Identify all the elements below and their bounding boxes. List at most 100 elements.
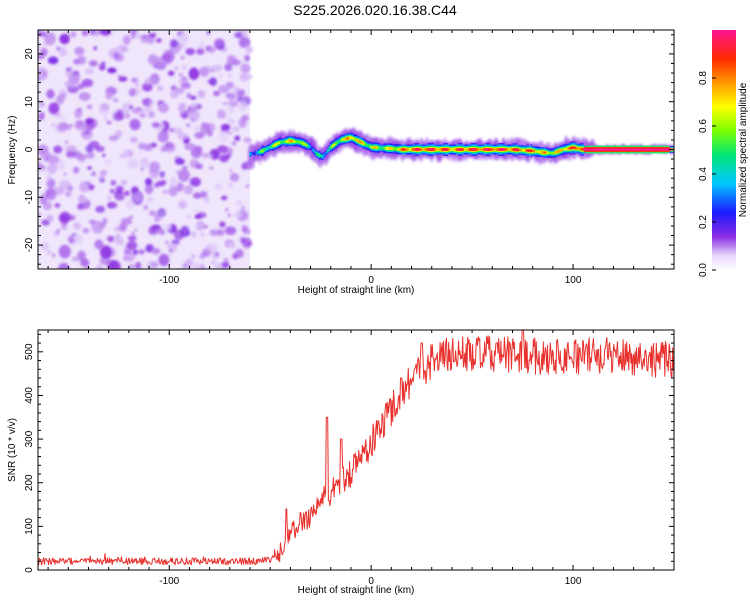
noise-blob — [95, 205, 106, 213]
noise-blob — [234, 31, 243, 39]
noise-blob — [164, 141, 174, 150]
noise-blob — [233, 86, 240, 92]
noise-blob — [240, 165, 245, 168]
track-cell — [262, 149, 264, 152]
snr-y-tick-label: 200 — [24, 474, 35, 491]
noise-blob — [58, 262, 70, 269]
track-cell — [488, 148, 491, 151]
noise-blob — [99, 245, 112, 260]
chart-title: S225.2026.020.16.38.C44 — [293, 2, 457, 18]
track-cell — [304, 143, 306, 146]
noise-blob — [38, 67, 48, 81]
noise-blob — [225, 115, 231, 121]
track-cell — [325, 151, 327, 154]
noise-blob — [178, 73, 184, 77]
noise-blob — [244, 54, 251, 62]
track-cell — [406, 148, 408, 151]
track-cell — [477, 148, 479, 151]
track-speckle — [572, 137, 577, 143]
noise-blob — [65, 151, 77, 158]
noise-blob — [99, 170, 108, 176]
noise-blob — [52, 253, 56, 257]
noise-blob — [210, 260, 216, 265]
noise-blob — [218, 73, 223, 78]
track-cell — [249, 153, 251, 156]
noise-blob — [146, 196, 154, 203]
noise-blob — [160, 180, 167, 185]
noise-blob — [38, 30, 44, 37]
track-cell — [278, 141, 281, 144]
track-cell — [511, 148, 513, 151]
noise-blob — [40, 47, 48, 57]
noise-blob — [133, 249, 138, 255]
noise-blob — [151, 122, 160, 128]
noise-blob — [46, 178, 56, 189]
track-cell — [543, 151, 545, 154]
noise-blob — [94, 239, 104, 250]
noise-blob — [140, 157, 150, 169]
track-speckle — [411, 139, 415, 144]
track-cell — [251, 152, 253, 155]
noise-blob — [110, 180, 117, 186]
track-cell — [557, 150, 560, 153]
track-cell — [430, 148, 432, 151]
track-cell — [420, 148, 423, 151]
track-cell — [467, 148, 470, 151]
track-cell — [377, 146, 379, 149]
track-cell — [499, 148, 502, 151]
noise-blob — [38, 112, 45, 121]
spectrogram-y-axis-label: Frequency (Hz) — [7, 116, 18, 185]
track-cell — [341, 138, 344, 141]
track-cell — [268, 146, 271, 149]
snr-x-axis-label: Height of straight line (km) — [298, 585, 415, 596]
noise-blob — [202, 152, 210, 159]
track-cell — [373, 146, 376, 149]
noise-blob — [186, 92, 192, 99]
noise-blob — [193, 126, 201, 131]
noise-blob — [46, 89, 55, 99]
track-cell — [347, 137, 350, 140]
noise-blob — [46, 174, 52, 181]
track-cell — [286, 140, 289, 143]
noise-blob — [190, 231, 197, 238]
noise-blob — [209, 242, 219, 252]
noise-blob — [169, 178, 178, 188]
track-cell — [356, 139, 358, 142]
noise-blob — [107, 67, 117, 74]
noise-blob — [200, 231, 205, 237]
noise-blob — [228, 119, 236, 125]
track-cell — [575, 147, 578, 150]
noise-blob — [135, 34, 143, 39]
track-speckle — [495, 157, 501, 161]
noise-blob — [69, 124, 74, 127]
noise-blob — [188, 67, 200, 80]
noise-blob — [55, 95, 65, 105]
track-cell — [509, 148, 512, 151]
track-cell — [494, 148, 497, 151]
noise-blob — [185, 48, 195, 56]
noise-blob — [165, 240, 169, 244]
track-cell — [469, 148, 471, 151]
track-cell — [293, 140, 295, 143]
noise-blob — [106, 120, 112, 125]
noise-blob — [38, 161, 42, 168]
noise-blob — [239, 236, 246, 244]
noise-blob — [147, 36, 155, 44]
noise-blob — [153, 183, 160, 188]
track-cell — [464, 148, 466, 151]
noise-blob — [130, 77, 139, 84]
noise-blob — [98, 104, 110, 115]
noise-blob — [226, 55, 237, 66]
noise-blob — [135, 106, 142, 112]
noise-blob — [115, 193, 125, 201]
noise-blob — [46, 214, 54, 222]
track-cell — [339, 139, 342, 142]
track-cell — [540, 151, 542, 154]
noise-blob — [224, 226, 237, 236]
track-cell — [260, 150, 263, 153]
noise-blob — [188, 109, 200, 122]
spectrogram-y-tick-label: 20 — [24, 48, 35, 60]
track-tail-core — [583, 148, 671, 151]
noise-blob — [224, 258, 229, 261]
track-cell — [425, 148, 428, 151]
